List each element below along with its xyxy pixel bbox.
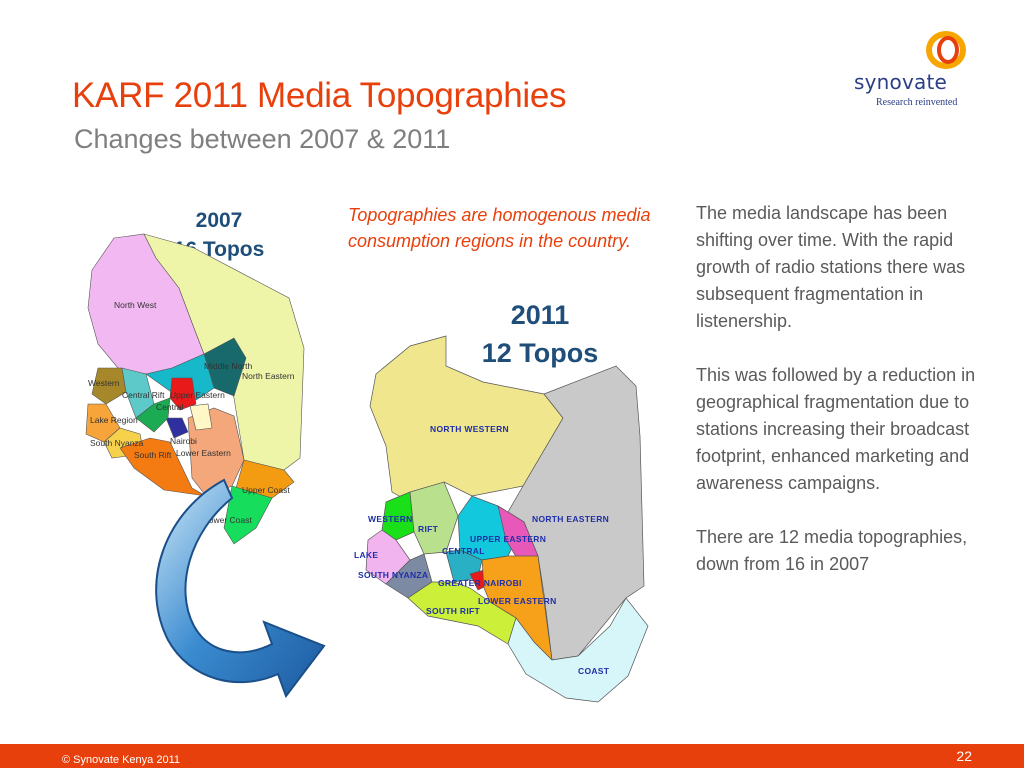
label-central-rift: Central Rift (122, 390, 165, 400)
body-paragraph-1: The media landscape has been shifting ov… (696, 203, 966, 331)
label-south-nyanza: South Nyanza (90, 438, 144, 448)
map-2011-topos: 12 Topos (481, 338, 599, 368)
label-north-west: North West (114, 300, 157, 310)
label-lower-coast: Lower Coast (204, 515, 252, 525)
map-2011: NORTH WESTERN WESTERN RIFT NORTH EASTERN… (354, 335, 649, 703)
region-south-nyanza (385, 553, 433, 599)
label-lower-eastern: Lower Eastern (176, 448, 231, 458)
region-rift (409, 481, 459, 555)
body-paragraph-2: This was followed by a reduction in geog… (696, 365, 976, 493)
region-western (91, 367, 127, 405)
label-lake: LAKE (354, 550, 378, 560)
label-upper-eastern: Upper Eastern (170, 390, 225, 400)
map-2007: North West Middle North North Eastern We… (85, 233, 305, 545)
label-lake-region: Lake Region (90, 415, 138, 425)
logo-name: synovate (854, 70, 948, 94)
region-lower-coast (223, 485, 273, 545)
label-middle-north: Middle North (204, 361, 252, 371)
page-subtitle: Changes between 2007 & 2011 (74, 124, 451, 154)
region-lower-eastern (187, 407, 245, 497)
label-nairobi: Nairobi (170, 436, 197, 446)
transition-arrow-icon (155, 478, 326, 699)
map-2011-label: 2011 12 Topos (452, 296, 628, 372)
region-south-rift (119, 437, 207, 497)
footer-copyright: © Synovate Kenya 2011 (62, 754, 180, 766)
synovate-logo: synovate Research reinvented (852, 30, 968, 112)
label-south-nyanza: SOUTH NYANZA (358, 570, 428, 580)
label-greater-nairobi: GREATER NAIROBI (438, 578, 522, 588)
label-upper-eastern: UPPER EASTERN (470, 534, 546, 544)
label-north-eastern: North Eastern (242, 371, 295, 381)
label-south-rift: SOUTH RIFT (426, 606, 481, 616)
region-south-rift (407, 581, 517, 645)
region-upper-coast (235, 459, 295, 499)
logo-tagline: Research reinvented (876, 97, 958, 108)
definition-note: Topographies are homogenous media consum… (348, 205, 651, 251)
synovate-ring-icon (926, 31, 966, 69)
footer-bar: © Synovate Kenya 2011 22 (0, 744, 1024, 768)
label-upper-coast: Upper Coast (242, 485, 290, 495)
label-central: Central (156, 402, 184, 412)
page-title: KARF 2011 Media Topographies (72, 76, 567, 115)
region-coast (507, 597, 649, 703)
map-2011-year: 2011 (510, 300, 570, 330)
label-lower-eastern: LOWER EASTERN (478, 596, 557, 606)
label-north-western: NORTH WESTERN (430, 424, 509, 434)
label-central: CENTRAL (442, 546, 485, 556)
label-coast: COAST (578, 666, 610, 676)
region-misc-2 (189, 403, 213, 431)
label-western: WESTERN (368, 514, 413, 524)
label-north-eastern: NORTH EASTERN (532, 514, 609, 524)
body-text: The media landscape has been shifting ov… (696, 200, 996, 605)
label-south-rift: South Rift (134, 450, 172, 460)
page-number: 22 (956, 748, 972, 764)
label-western: Western (88, 378, 120, 388)
map-2007-year: 2007 (195, 209, 243, 232)
label-rift: RIFT (418, 524, 439, 534)
region-nairobi (165, 417, 189, 439)
body-paragraph-3: There are 12 media topographies, down fr… (696, 527, 968, 574)
region-western (381, 491, 415, 541)
region-central (169, 377, 197, 411)
region-misc (135, 397, 171, 433)
